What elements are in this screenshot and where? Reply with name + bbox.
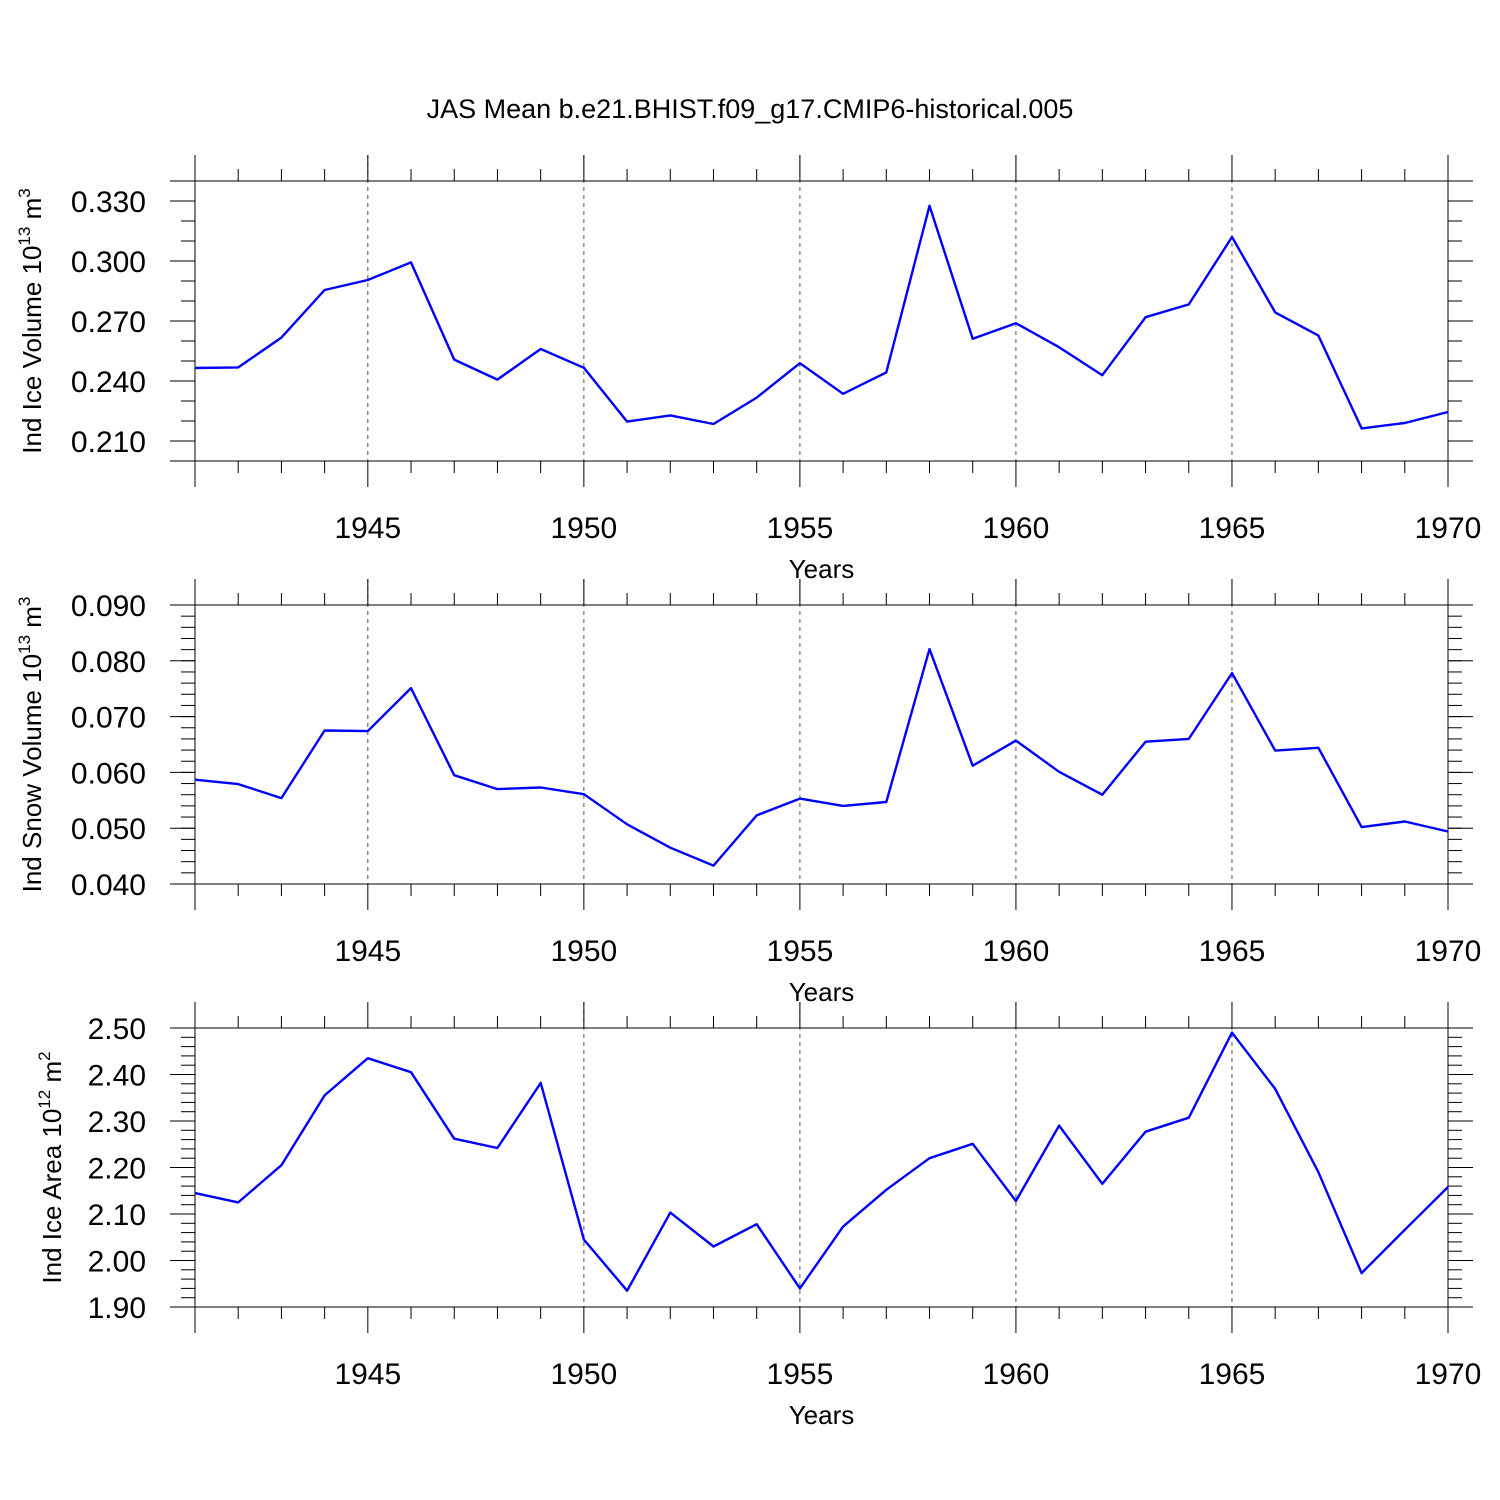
x-axis-label: Years [789,554,855,584]
x-tick-label: 1945 [334,1358,401,1391]
y-tick-label: 0.330 [71,186,146,219]
x-tick-label: 1970 [1415,935,1482,968]
y-tick-label: 0.070 [71,702,146,735]
y-tick-label: 2.10 [88,1199,146,1232]
y-tick-label: 2.20 [88,1153,146,1186]
x-tick-label: 1955 [767,1358,834,1391]
y-tick-label: 1.90 [88,1292,146,1325]
x-tick-label: 1960 [983,512,1050,545]
x-tick-label: 1965 [1199,935,1266,968]
x-tick-label: 1965 [1199,1358,1266,1391]
y-tick-label: 0.040 [71,869,146,902]
x-tick-label: 1950 [550,512,617,545]
x-tick-label: 1960 [983,935,1050,968]
panel-3: 1.90 2.00 2.10 2.20 2.30 2.40 2.50 1945 1950 1955… [35,1002,1481,1430]
panels: 0.210 0.240 0.270 0.300 0.330 1945 1950 1955 196… [15,155,1481,1430]
x-tick-label: 1950 [550,935,617,968]
y-tick-label: 0.090 [71,590,146,623]
x-axis-label: Years [789,1400,855,1430]
y-tick-label: 0.240 [71,366,146,399]
y-tick-label: 0.210 [71,426,146,459]
series-line [194,1031,1449,1292]
x-tick-label: 1965 [1199,512,1266,545]
y-tick-label: 0.080 [71,646,146,679]
x-tick-label: 1970 [1415,512,1482,545]
x-tick-label: 1950 [550,1358,617,1391]
series-line [194,647,1449,867]
y-axis-label: Ind Snow Volume 1013 m3 [15,597,47,893]
x-axis-label: Years [789,977,855,1007]
x-tick-label: 1955 [767,935,834,968]
x-tick-label: 1945 [334,935,401,968]
y-tick-label: 0.300 [71,246,146,279]
y-tick-label: 2.00 [88,1246,146,1279]
y-axis-label: Ind Ice Volume 1013 m3 [15,188,47,453]
x-tick-label: 1960 [983,1358,1050,1391]
panel-2: 0.040 0.050 0.060 0.070 0.080 0.090 1945 1950 19… [15,579,1481,1007]
series-line [194,204,1449,430]
x-tick-label: 1945 [334,512,401,545]
y-tick-label: 0.060 [71,757,146,790]
x-tick-label: 1970 [1415,1358,1482,1391]
y-tick-label: 2.30 [88,1106,146,1139]
x-tick-label: 1955 [767,512,834,545]
y-tick-label: 2.40 [88,1060,146,1093]
panel-1: 0.210 0.240 0.270 0.300 0.330 1945 1950 1955 196… [15,155,1481,584]
y-tick-label: 2.50 [88,1013,146,1046]
y-axis-label: Ind Ice Area 1012 m2 [35,1051,67,1283]
chart-title: JAS Mean b.e21.BHIST.f09_g17.CMIP6-histo… [427,94,1074,124]
y-tick-label: 0.050 [71,813,146,846]
y-tick-label: 0.270 [71,306,146,339]
